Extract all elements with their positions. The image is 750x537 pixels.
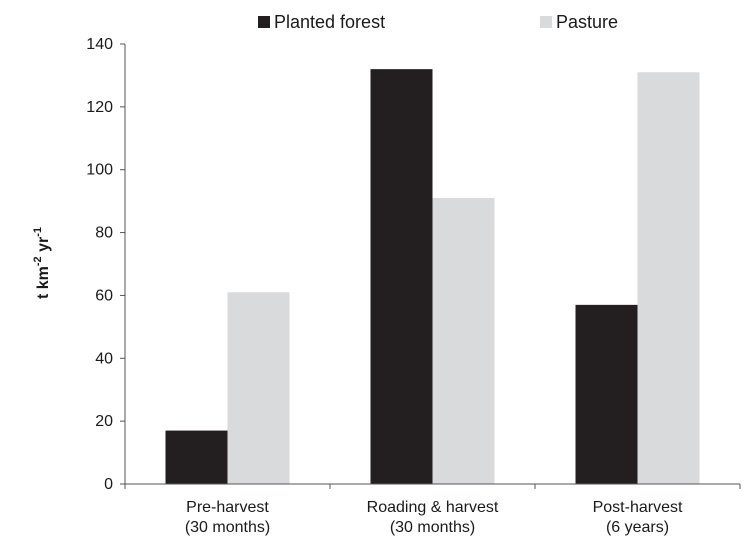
y-axis-label-exp2: -1 [32, 227, 44, 237]
x-tick-label: (6 years) [606, 519, 669, 536]
legend-label: Planted forest [274, 12, 385, 32]
y-axis-label: t km-2 yr-1 [32, 227, 52, 299]
x-tick-label: Pre-harvest [186, 499, 269, 516]
axes: 0 20 40 60 80 100 120 140 [86, 36, 741, 493]
y-tick-label: 40 [95, 350, 113, 367]
y-axis-label-base: t km [35, 266, 52, 299]
bar-pasture [637, 72, 700, 485]
legend-swatch [258, 16, 270, 28]
legend-label: Pasture [556, 12, 618, 32]
x-tick-label: Roading & harvest [367, 499, 499, 516]
bar-planted-forest [165, 430, 228, 484]
bar-planted-forest [370, 69, 433, 485]
y-tick-label: 80 [95, 225, 113, 242]
y-axis-label-mid: yr [35, 237, 52, 257]
y-axis-label-exp1: -2 [32, 256, 44, 266]
y-tick-label: 100 [86, 162, 113, 179]
bar-pasture [432, 198, 495, 484]
y-tick-label: 60 [95, 287, 113, 304]
x-tick-label: (30 months) [390, 519, 475, 536]
x-tick-label: Post-harvest [593, 499, 683, 516]
x-tick-label: (30 months) [185, 519, 270, 536]
bars [165, 69, 700, 485]
bar-pasture [227, 292, 290, 484]
x-tick-labels: Pre-harvest (30 months) Roading & harvest (… [185, 499, 683, 536]
legend-swatch [540, 16, 552, 28]
legend: Planted forest Pasture [258, 12, 618, 32]
bar-planted-forest [575, 304, 638, 484]
y-tick-label: 20 [95, 413, 113, 430]
y-tick-label: 120 [86, 99, 113, 116]
y-tick-label: 0 [104, 476, 113, 493]
y-tick-label: 140 [86, 36, 113, 53]
